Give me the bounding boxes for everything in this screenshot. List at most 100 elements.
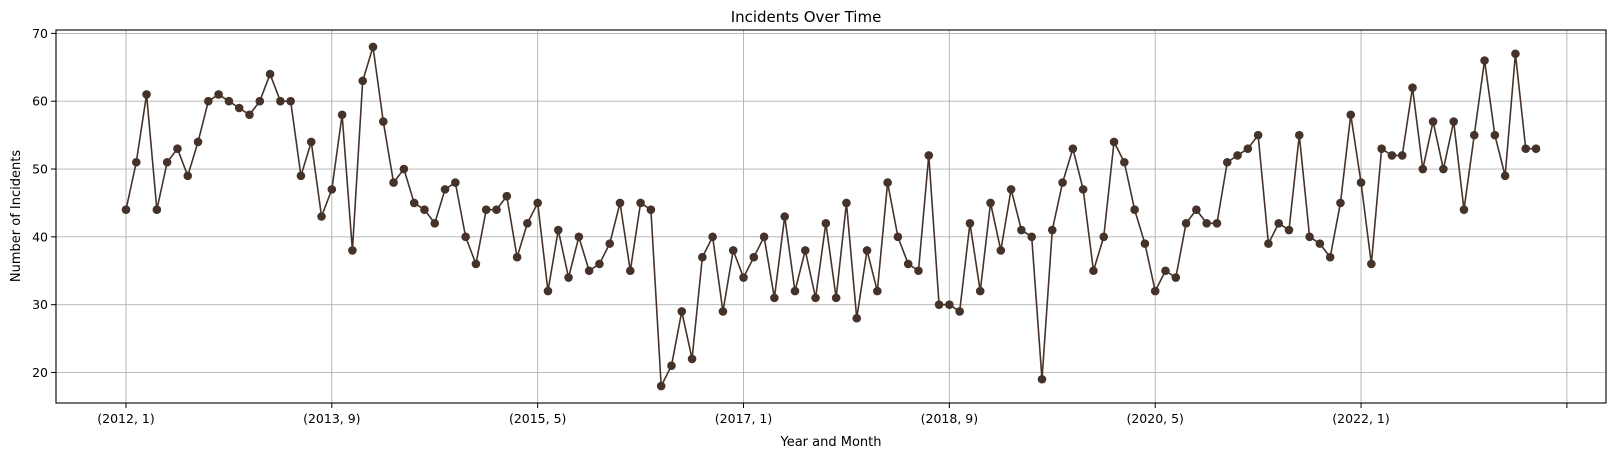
data-point (780, 212, 789, 221)
y-tick-label: 50 (32, 162, 48, 177)
data-point (1202, 218, 1211, 228)
data-point (286, 96, 295, 106)
data-point (770, 293, 779, 303)
data-point (759, 232, 769, 242)
data-point (1387, 151, 1397, 160)
data-point (831, 293, 841, 303)
data-point (1356, 178, 1366, 187)
data-point (1140, 239, 1150, 248)
data-point (234, 103, 244, 113)
data-point (852, 313, 862, 323)
x-tick-label: (2013, 9) (303, 411, 360, 426)
data-point (512, 252, 522, 262)
data-point (739, 273, 748, 282)
data-point (728, 246, 738, 255)
series-line (125, 46, 1537, 387)
data-point (584, 266, 594, 276)
x-tick-label: (2012, 1) (97, 411, 154, 426)
data-point (595, 259, 604, 269)
data-point (553, 225, 563, 235)
data-point (1480, 56, 1489, 65)
data-point (1130, 205, 1139, 215)
data-point (1264, 239, 1273, 248)
data-point (378, 117, 388, 126)
data-point (1511, 49, 1520, 59)
data-point (337, 110, 347, 120)
data-point (914, 266, 923, 276)
chart-title: Incidents Over Time (731, 8, 882, 26)
data-point (533, 198, 542, 208)
data-point (1284, 225, 1294, 235)
data-point (996, 246, 1006, 255)
data-point (1469, 130, 1479, 140)
data-point (1428, 117, 1438, 126)
data-point (317, 212, 326, 221)
data-point (945, 300, 954, 309)
data-point (986, 198, 995, 208)
data-point (667, 361, 676, 371)
data-point (1006, 185, 1016, 194)
data-point (1120, 157, 1129, 167)
data-point (934, 300, 944, 309)
data-point (1171, 273, 1181, 282)
data-point (1521, 144, 1531, 153)
data-point (975, 286, 985, 296)
data-point (677, 307, 687, 316)
data-point (842, 198, 851, 208)
plot-frame (55, 29, 1607, 404)
y-axis-label: Number of Incidents (9, 150, 24, 282)
data-point (492, 205, 501, 215)
data-point (1027, 232, 1036, 242)
x-tick-label: (2020, 5) (1126, 411, 1183, 426)
x-tick-label: (2018, 9) (921, 411, 978, 426)
grid-layer (56, 30, 1606, 403)
data-point (1109, 137, 1119, 147)
series-line-layer (125, 46, 1537, 387)
data-point (1243, 144, 1253, 153)
y-tick-label: 20 (32, 365, 48, 380)
data-point (687, 354, 697, 364)
data-point (1047, 225, 1057, 235)
x-tick-label: (2015, 5) (509, 411, 566, 426)
data-point (574, 232, 584, 242)
data-point (131, 157, 141, 167)
data-point (924, 151, 934, 160)
data-point (162, 157, 172, 167)
data-point (615, 198, 625, 208)
data-point (1500, 171, 1510, 181)
data-point (698, 252, 707, 262)
data-point (811, 293, 820, 303)
data-point (224, 96, 234, 106)
data-point (183, 171, 193, 181)
data-point (142, 90, 151, 99)
data-point (1222, 157, 1232, 167)
data-point (903, 259, 913, 269)
y-tick-label: 70 (32, 26, 48, 41)
data-point (1418, 164, 1428, 174)
data-point (1294, 130, 1304, 140)
data-point (276, 96, 285, 106)
data-point (1439, 164, 1448, 174)
data-point (1490, 130, 1500, 140)
data-point (368, 42, 378, 52)
data-point (255, 96, 265, 106)
x-tick-label: (2022, 1) (1332, 411, 1389, 426)
data-point (1305, 232, 1314, 242)
data-point (1058, 178, 1067, 187)
data-point (481, 205, 491, 215)
data-point (173, 144, 182, 153)
data-point (409, 198, 419, 208)
data-point (358, 76, 368, 86)
data-point (451, 178, 460, 187)
data-point (1408, 83, 1417, 92)
data-point (1459, 205, 1469, 215)
data-point (440, 185, 450, 194)
data-point (399, 164, 409, 174)
data-point (1449, 117, 1458, 126)
data-point (471, 259, 481, 269)
data-point (1315, 239, 1325, 248)
data-point (1017, 225, 1026, 235)
data-points-layer (121, 42, 1541, 391)
data-point (636, 198, 645, 208)
data-point (626, 266, 635, 276)
